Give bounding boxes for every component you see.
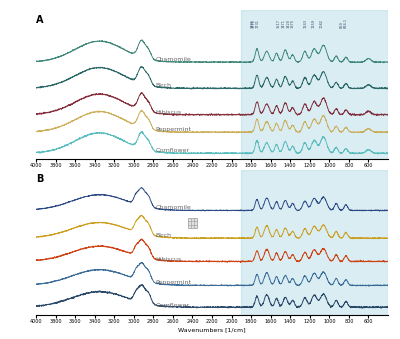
Text: Birch: Birch <box>155 83 171 88</box>
Text: 1517: 1517 <box>277 19 281 28</box>
X-axis label: Wavenumbers [1/cm]: Wavenumbers [1/cm] <box>178 327 246 332</box>
Text: 834.1: 834.1 <box>344 18 348 28</box>
Text: Chamomile: Chamomile <box>155 57 191 62</box>
Text: 1159: 1159 <box>312 19 316 28</box>
Text: 1786: 1786 <box>250 19 254 28</box>
Text: Peppermint: Peppermint <box>155 280 191 285</box>
Text: Peppermint: Peppermint <box>155 127 191 132</box>
Text: 1420: 1420 <box>286 19 290 28</box>
FancyBboxPatch shape <box>188 218 197 228</box>
Text: 1375: 1375 <box>291 19 295 28</box>
Text: 1731: 1731 <box>256 19 260 28</box>
Text: Hibiscus: Hibiscus <box>155 257 182 262</box>
Text: A: A <box>36 16 44 25</box>
Text: Chamomile: Chamomile <box>155 205 191 211</box>
Text: Cornflower: Cornflower <box>155 303 190 307</box>
Text: 1082: 1082 <box>319 19 323 28</box>
Text: 1243: 1243 <box>304 19 308 28</box>
Bar <box>241 170 388 315</box>
Text: 1471: 1471 <box>281 19 285 28</box>
Text: Birch: Birch <box>155 233 171 238</box>
Text: Hibiscus: Hibiscus <box>155 109 182 115</box>
Text: 1771: 1771 <box>252 19 256 28</box>
Bar <box>241 10 388 159</box>
Text: B: B <box>36 174 43 184</box>
Text: Cornflower: Cornflower <box>155 148 190 153</box>
Text: 869: 869 <box>340 21 344 28</box>
